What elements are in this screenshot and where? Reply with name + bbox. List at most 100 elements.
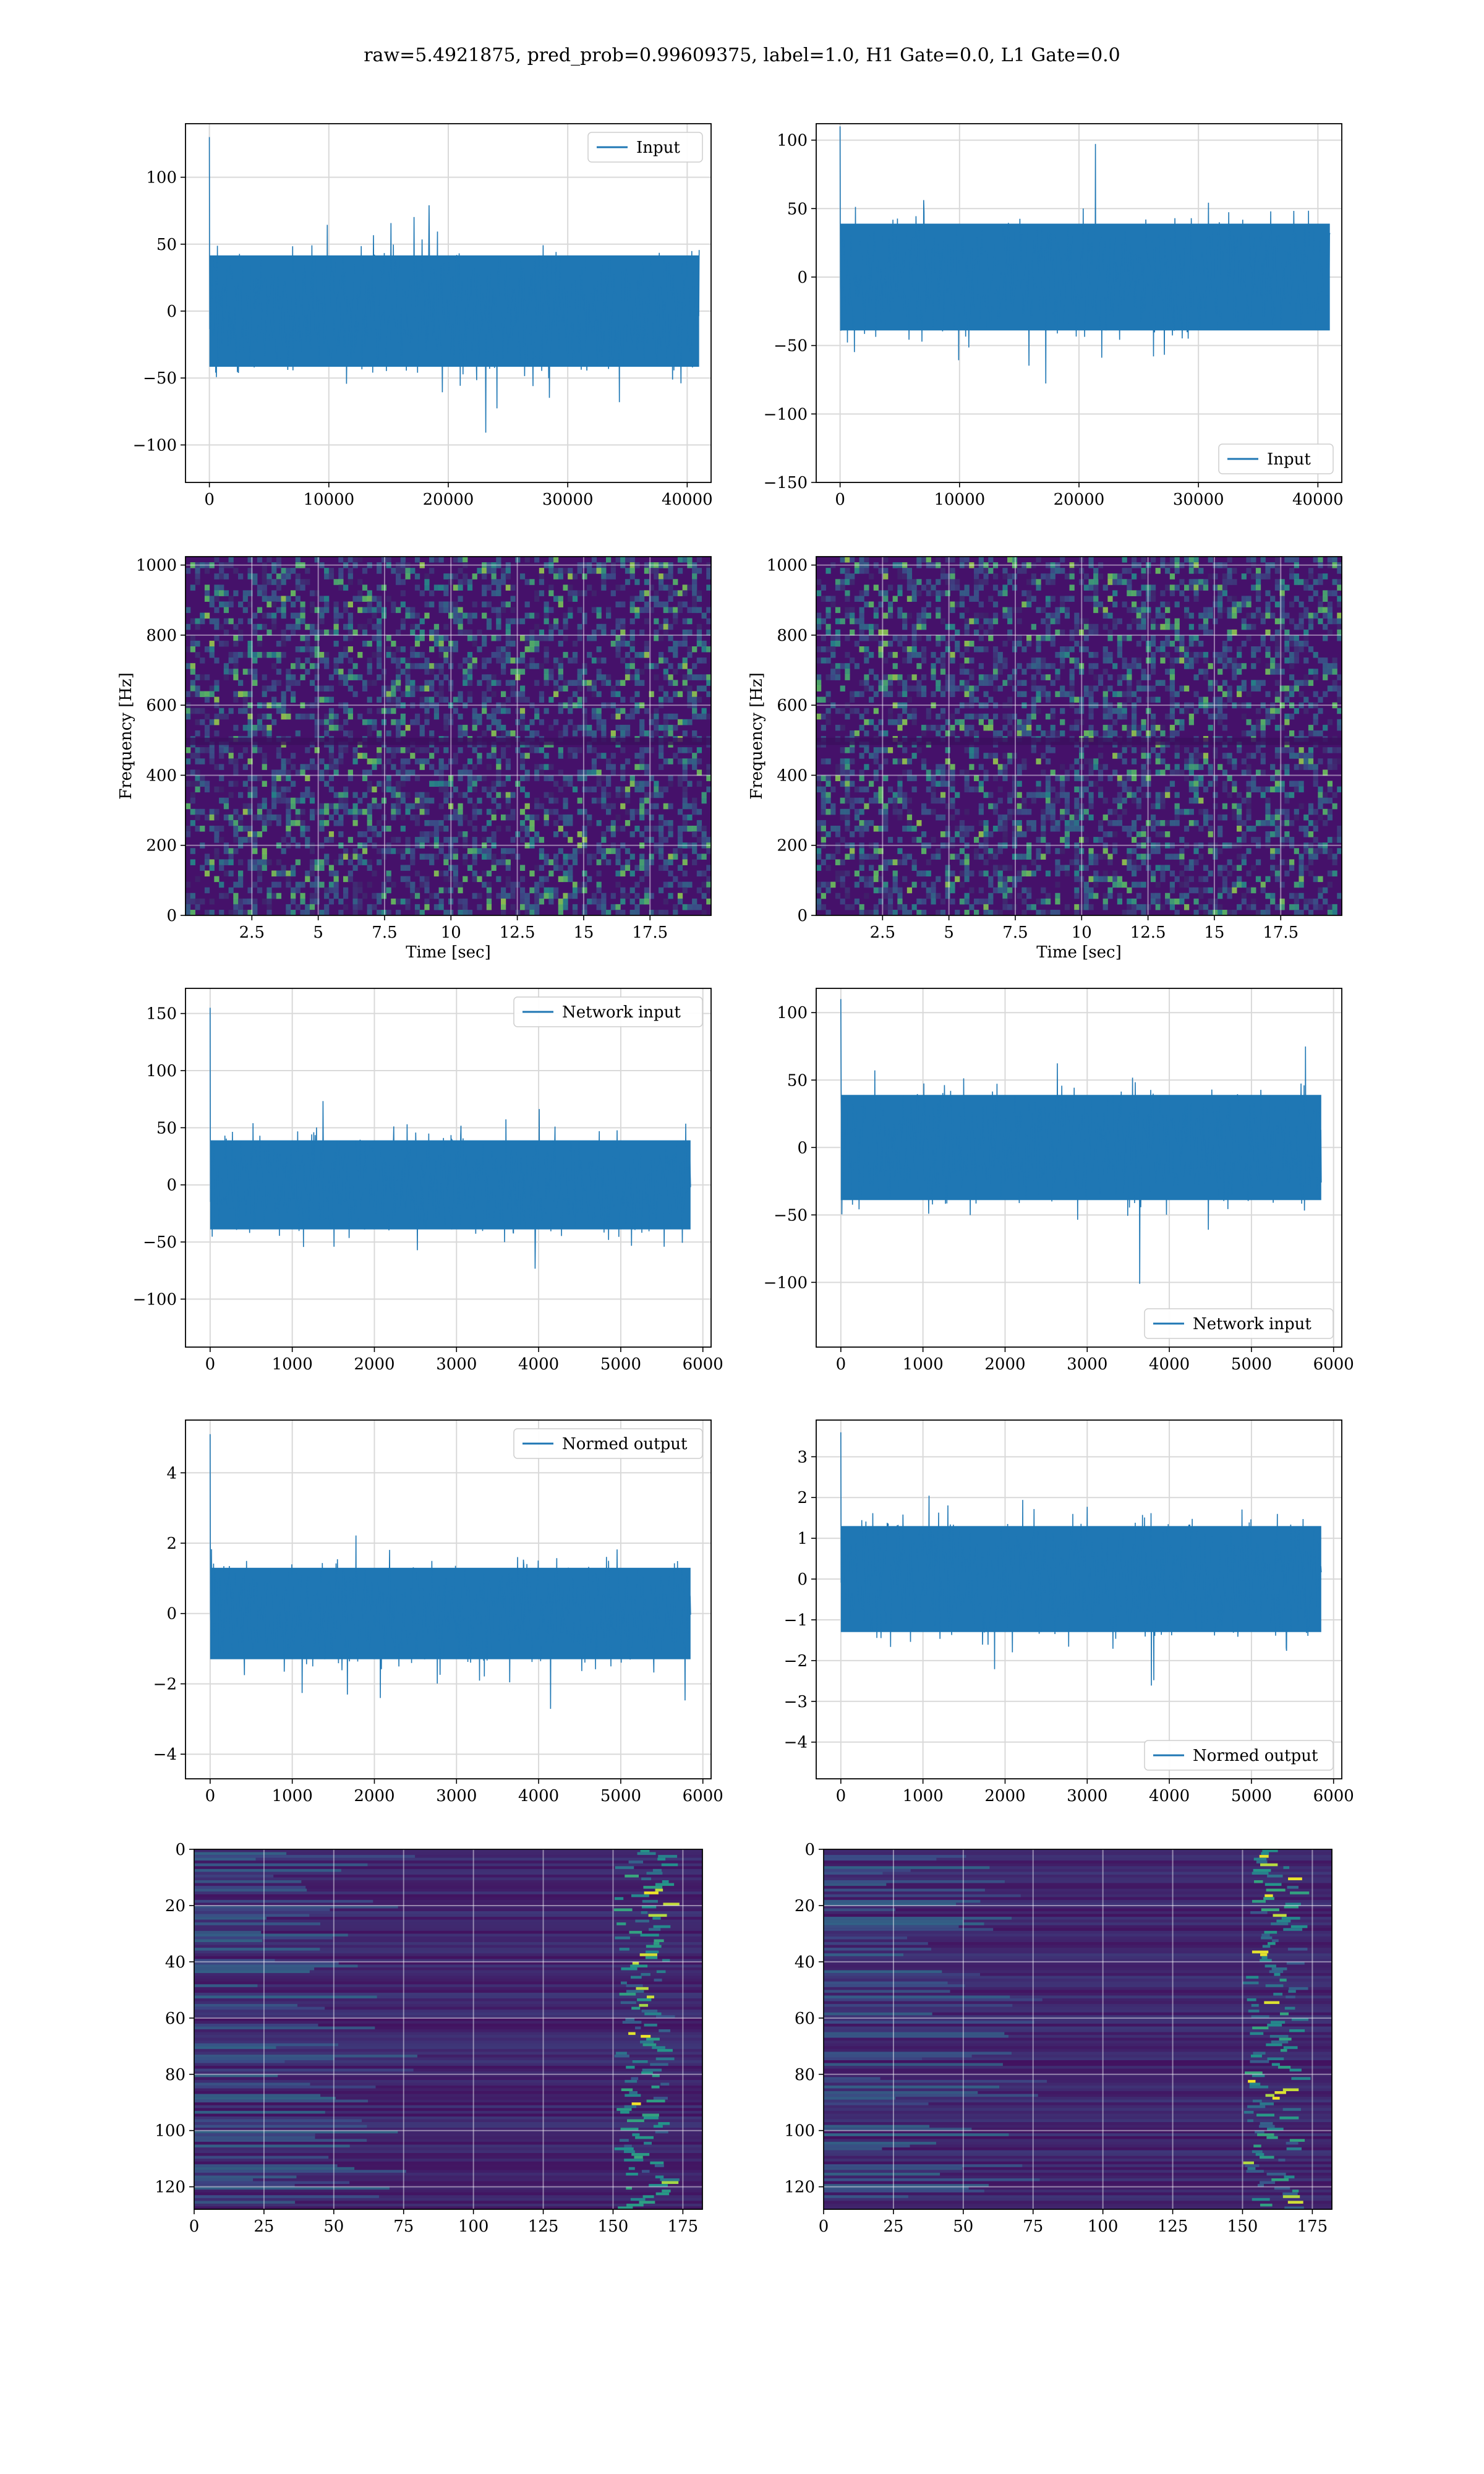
y-tick-label: 80 [165,2066,186,2084]
y-tick-label: 0 [797,268,808,287]
y-tick-label: −100 [764,405,808,424]
panel-h1-features: 0 25 50 75 100 125 150 175 0 20 40 60 80 100 120 [155,1841,703,2236]
legend-label: Normed output [562,1435,688,1453]
y-tick-label: 40 [795,1953,815,1972]
x-tick-label: 0 [819,2217,829,2236]
figure-title: raw=5.4921875, pred_prob=0.99609375, lab… [364,45,1120,66]
x-tick-label: 4000 [518,1355,559,1374]
x-tick-label: 4000 [1149,1787,1190,1805]
y-tick-label: 60 [165,2010,186,2028]
x-tick-label: 15 [573,923,594,942]
panel-l1-spectrogram: 2.5 5 7.5 10 12.5 15 17.5 0 200 400 600 800 1000 Time… [748,556,1342,962]
y-tick-label: −100 [764,1273,808,1292]
x-tick-label: 125 [1158,2217,1188,2236]
x-tick-label: 0 [835,490,845,509]
x-tick-label: 1000 [272,1787,313,1805]
panel-h1-spectrogram: 2.5 5 7.5 10 12.5 15 17.5 0 200 400 600 800 1000 Time… [117,556,712,962]
axes-frame [816,556,1342,916]
heatmap-cells [824,1849,1332,2210]
axes-frame [185,988,712,1348]
x-tick-label: 12.5 [1130,923,1166,942]
y-tick-label: 3 [797,1448,808,1466]
y-tick-label: 0 [166,302,177,321]
y-tick-label: 0 [804,1841,815,1859]
x-axis-label: Time [sec] [406,943,491,962]
y-tick-label: −100 [133,436,177,455]
x-tick-label: 40000 [662,490,713,509]
y-tick-label: 50 [156,1119,177,1137]
series-line [840,1432,1322,1686]
x-tick-label: 0 [189,2217,200,2236]
panel-h1-normed-output: 0 1000 2000 3000 4000 5000 6000 −4 −2 0 2 4 Normed o… [153,1419,723,1805]
axes-frame [823,1849,1333,2210]
x-tick-label: 10 [441,923,461,942]
x-tick-label: 17.5 [632,923,668,942]
axes-frame [185,123,712,483]
y-tick-label: 100 [784,2122,815,2141]
y-tick-label: 600 [777,696,808,715]
x-tick-label: 4000 [518,1787,559,1805]
y-tick-label: 800 [146,627,177,645]
x-tick-label: 6000 [1313,1787,1354,1805]
x-tick-label: 3000 [1067,1355,1107,1374]
y-tick-label: −50 [143,1233,177,1252]
panel-l1-features: 0 25 50 75 100 125 150 175 0 20 40 60 80 100 120 [784,1841,1333,2236]
y-tick-label: 40 [165,1953,186,1972]
x-tick-label: 5000 [600,1355,641,1374]
series-line [208,137,700,433]
y-tick-label: 50 [787,200,808,218]
y-tick-label: 200 [777,837,808,855]
heatmap-cells [186,557,712,916]
x-tick-label: 5000 [600,1787,641,1805]
x-tick-label: 125 [528,2217,559,2236]
y-tick-label: 1 [797,1530,808,1548]
x-tick-label: 100 [1088,2217,1119,2236]
x-tick-label: 0 [836,1355,846,1374]
axes-frame [185,556,712,916]
x-tick-label: 10000 [934,490,985,509]
x-tick-label: 25 [883,2217,903,2236]
y-tick-label: −100 [133,1290,177,1309]
x-tick-label: 0 [204,490,215,509]
y-axis-label: Frequency [Hz] [117,672,135,800]
y-tick-label: 120 [784,2178,815,2197]
y-tick-label: −2 [153,1675,177,1693]
y-tick-label: −4 [784,1734,808,1752]
heatmap-cells [816,557,1342,916]
x-tick-label: 1000 [903,1355,944,1374]
x-axis-label: Time [sec] [1036,943,1122,962]
y-tick-label: 50 [787,1071,808,1090]
y-tick-label: 0 [166,907,177,925]
panel-h1-input: 0 10000 20000 30000 40000 −100 −50 0 50 100 Input [133,123,713,509]
y-tick-label: 0 [166,1605,177,1624]
x-tick-label: 100 [458,2217,489,2236]
x-tick-label: 2.5 [239,923,265,942]
y-tick-label: 1000 [767,557,808,575]
y-tick-label: 400 [146,766,177,785]
y-tick-label: −150 [764,474,808,492]
panel-l1-input: 0 10000 20000 30000 40000 −150 −100 −50 0 50 100 In… [764,123,1344,509]
x-tick-label: 2000 [984,1787,1025,1805]
x-tick-label: 6000 [683,1787,723,1805]
legend-box [1144,1740,1334,1771]
legend-box [1218,443,1334,474]
y-tick-label: 600 [146,696,177,715]
x-tick-label: 2000 [354,1355,394,1374]
x-tick-label: 15 [1204,923,1224,942]
x-tick-label: 3000 [436,1787,477,1805]
y-tick-label: 0 [175,1841,186,1859]
legend-label: Normed output [1193,1747,1318,1765]
x-tick-label: 5000 [1231,1355,1272,1374]
x-tick-label: 7.5 [372,923,397,942]
x-tick-label: 3000 [1067,1787,1107,1805]
x-tick-label: 1000 [272,1355,313,1374]
legend-label: Input [1267,450,1311,469]
legend-box [513,1428,703,1459]
legend-box [1144,1308,1334,1339]
axes-frame [816,123,1342,483]
x-tick-label: 30000 [1173,490,1224,509]
y-tick-label: −50 [774,1206,808,1225]
y-tick-label: 100 [146,1062,177,1081]
axes-frame [816,988,1342,1348]
